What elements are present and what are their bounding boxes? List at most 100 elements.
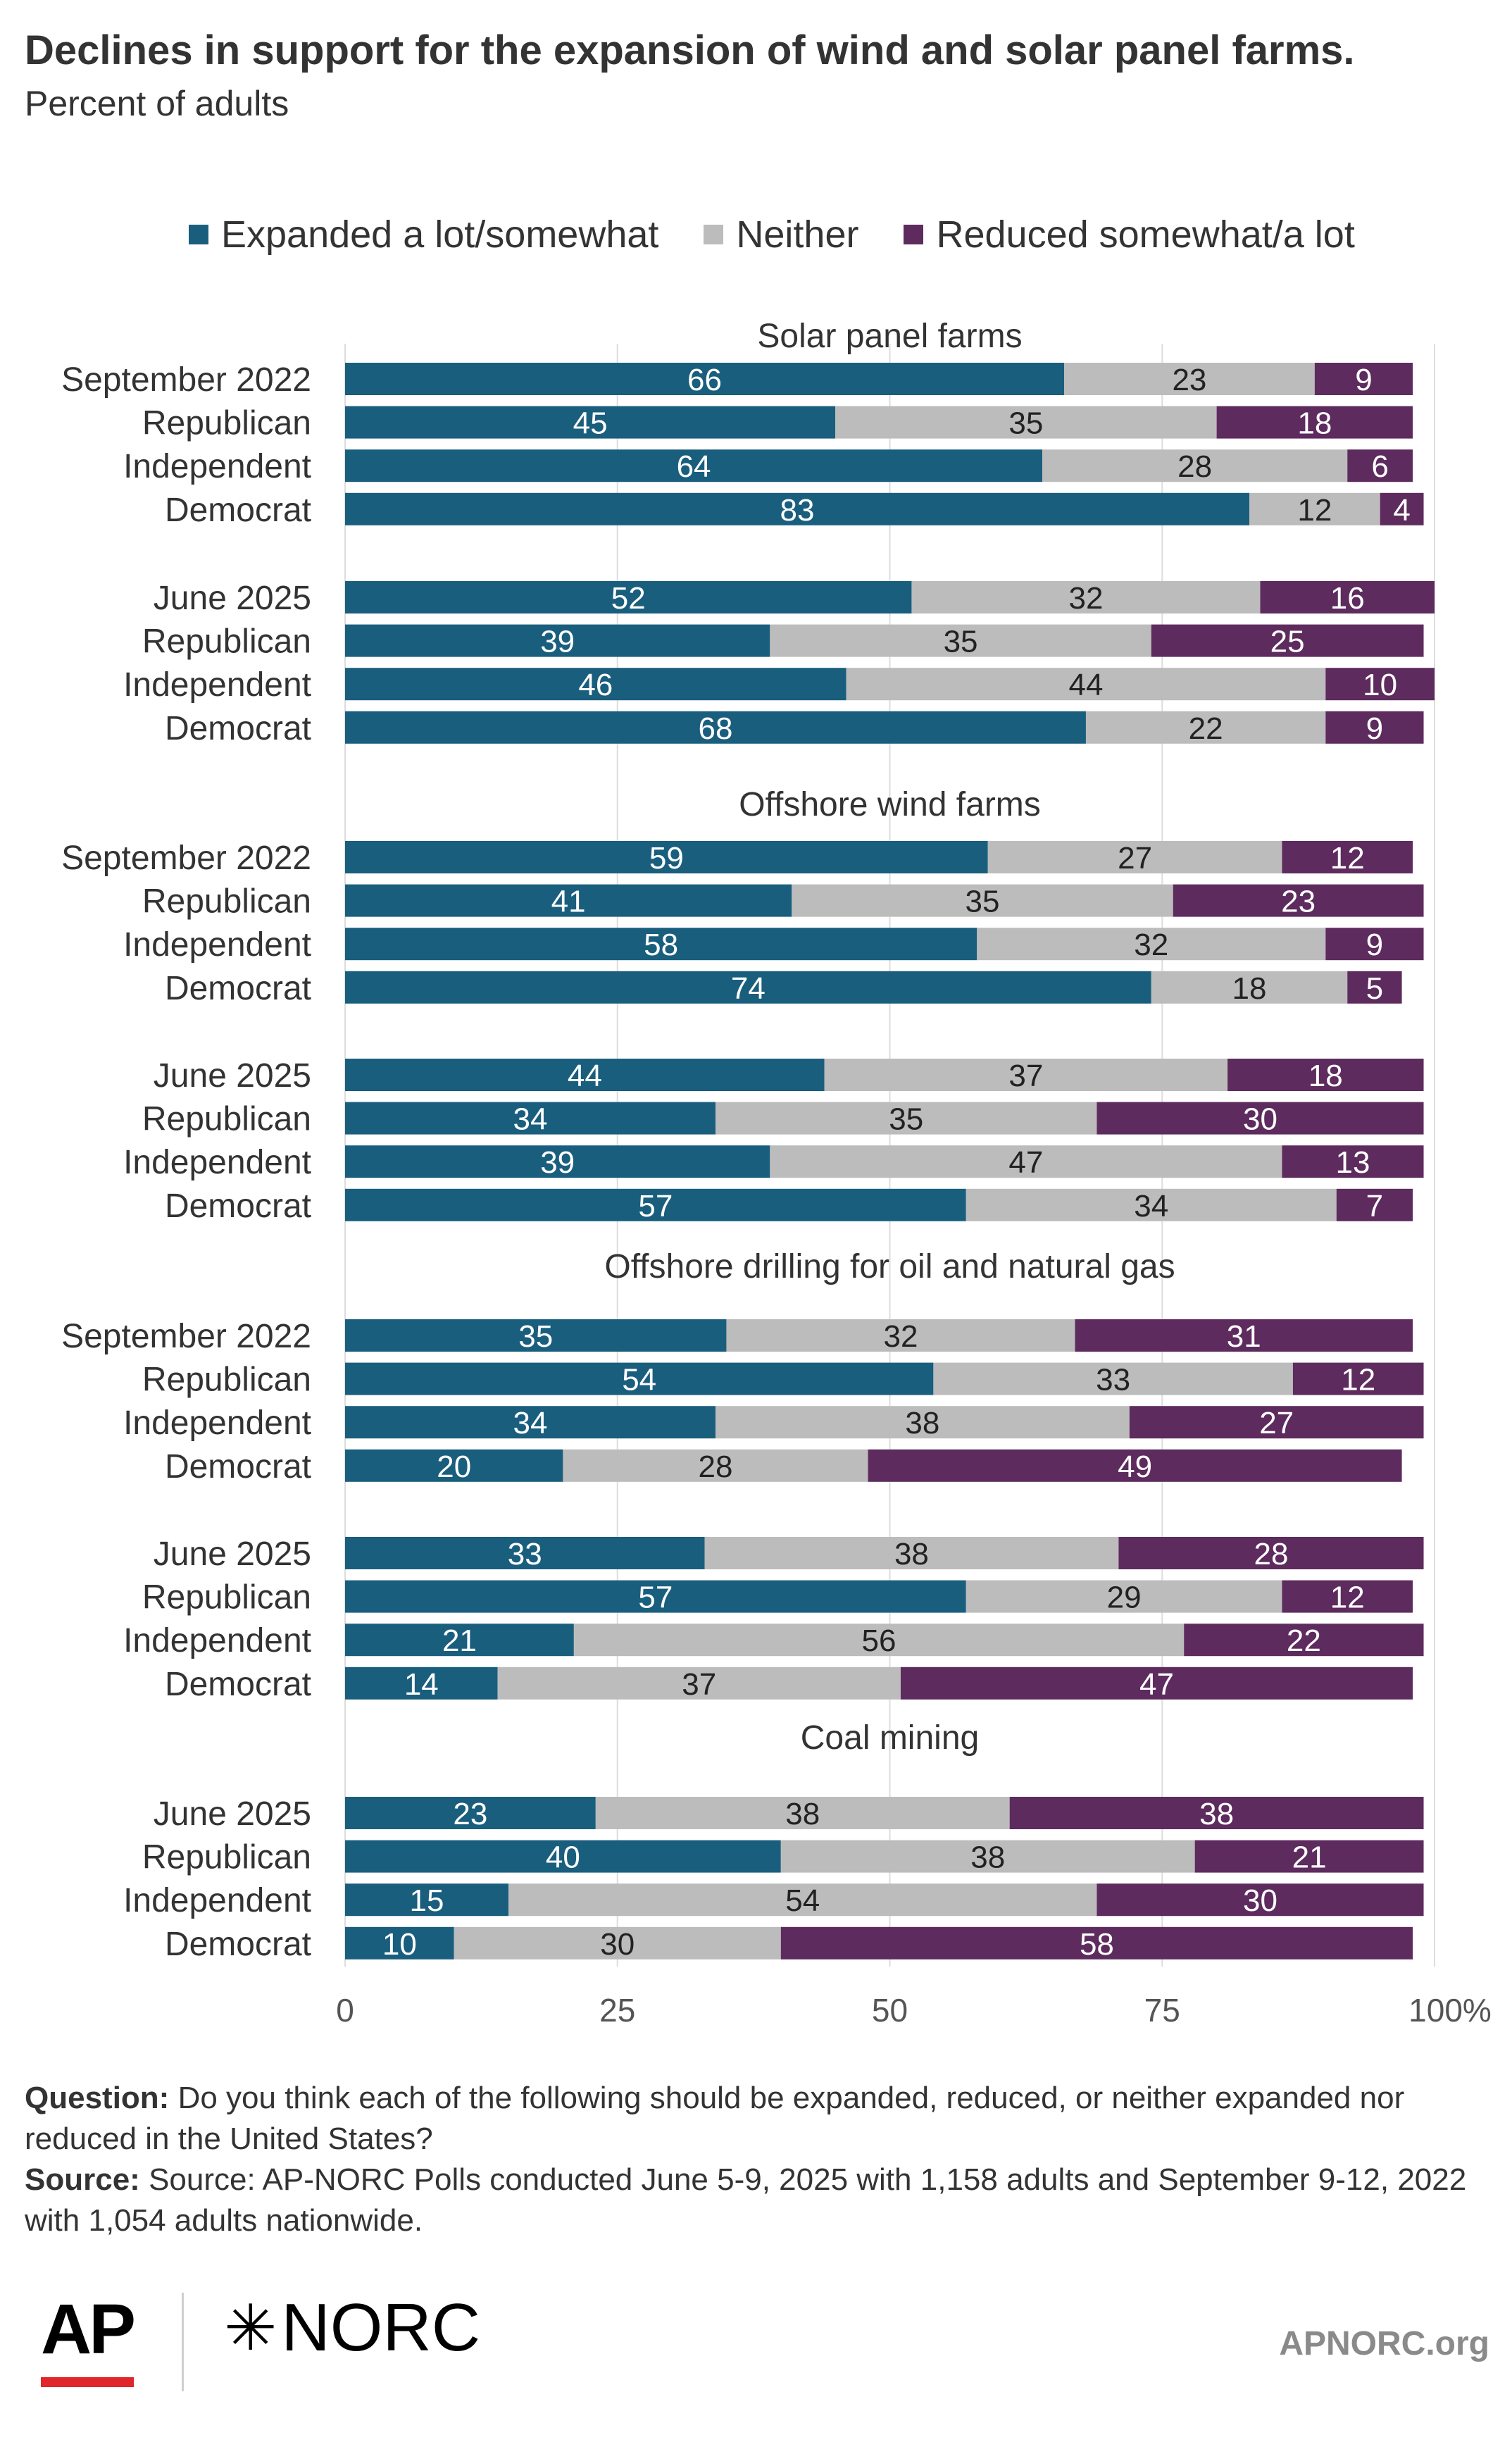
- data-label: 83: [780, 493, 815, 528]
- data-label: 47: [1008, 1145, 1043, 1180]
- data-label: 25: [1270, 625, 1305, 659]
- data-label: 44: [568, 1059, 602, 1093]
- bar-row: Independent 34 38 27: [123, 1404, 1424, 1442]
- bar-segment-neither: [987, 841, 1282, 873]
- bar-segment-reduced: [1227, 1059, 1424, 1091]
- chart-title: Declines in support for the expansion of…: [25, 27, 1355, 73]
- data-label: 20: [437, 1450, 471, 1484]
- data-label: 32: [1134, 928, 1168, 962]
- bar-segment-reduced: [1129, 1406, 1424, 1439]
- bar-segment-reduced: [1282, 841, 1413, 873]
- legend-item-neither: Neither: [704, 213, 858, 256]
- bar-row: Independent 64 28 6: [123, 448, 1413, 485]
- data-label: 66: [687, 363, 722, 397]
- bar-segment-expanded: [345, 1667, 498, 1700]
- data-label: 14: [404, 1667, 439, 1702]
- bar-segment-expanded: [345, 1059, 825, 1091]
- bar-segment-reduced: [1347, 449, 1413, 482]
- bar-row: September 2022 59 27 12: [61, 840, 1413, 877]
- data-label: 27: [1118, 841, 1152, 876]
- data-label: 23: [1172, 363, 1206, 397]
- bar-row: September 2022 35 32 31: [61, 1318, 1413, 1355]
- row-label: Independent: [123, 448, 311, 485]
- bar-segment-neither: [563, 1449, 868, 1482]
- bar-segment-expanded: [345, 1624, 574, 1657]
- bar-segment-neither: [497, 1667, 901, 1700]
- data-label: 7: [1366, 1189, 1383, 1223]
- bar-segment-reduced: [1282, 1145, 1424, 1178]
- data-label: 35: [518, 1319, 553, 1354]
- bar-segment-reduced: [1096, 1883, 1424, 1917]
- data-label: 30: [1243, 1102, 1277, 1137]
- data-label: 30: [600, 1927, 635, 1962]
- bar-row: June 2025 52 32 16: [154, 580, 1435, 617]
- data-label: 12: [1341, 1363, 1375, 1397]
- data-label: 10: [382, 1927, 417, 1962]
- data-label: 16: [1330, 581, 1365, 616]
- row-label: Republican: [142, 1579, 311, 1616]
- bar-segment-neither: [573, 1624, 1185, 1657]
- bar-segment-reduced: [1173, 884, 1424, 917]
- norc-logo-text: NORC: [281, 2290, 481, 2365]
- data-label: 10: [1363, 668, 1397, 702]
- data-label: 41: [551, 885, 586, 919]
- row-label: September 2022: [61, 840, 311, 877]
- bar-row: Independent 46 44 10: [123, 666, 1435, 704]
- bar-segment-neither: [933, 1362, 1293, 1395]
- row-label: June 2025: [154, 1795, 311, 1833]
- data-label: 21: [442, 1624, 477, 1658]
- row-label: Republican: [142, 405, 311, 442]
- bar-row: Democrat 68 22 9: [165, 710, 1424, 747]
- legend-label-reduced: Reduced somewhat/a lot: [936, 213, 1355, 256]
- bar-row: Republican 41 35 23: [142, 883, 1424, 921]
- bar-row: Democrat 20 28 49: [165, 1448, 1402, 1485]
- row-label: Independent: [123, 1404, 311, 1442]
- bar-segment-expanded: [345, 1537, 705, 1569]
- bar-segment-neither: [1064, 363, 1315, 395]
- question-note: Question: Do you think each of the follo…: [25, 2078, 1489, 2160]
- row-label: Independent: [123, 1622, 311, 1659]
- row-label: June 2025: [154, 1057, 311, 1095]
- data-label: 68: [699, 711, 733, 746]
- data-label: 38: [785, 1797, 820, 1831]
- bar-row: Republican 34 35 30: [142, 1101, 1424, 1138]
- data-label: 39: [540, 625, 575, 659]
- bar-segment-reduced: [1075, 1319, 1413, 1352]
- bar-segment-neither: [715, 1102, 1097, 1135]
- bar-segment-reduced: [1009, 1797, 1424, 1829]
- bar-segment-expanded: [345, 1926, 454, 1960]
- question-text: Do you think each of the following shoul…: [25, 2081, 1405, 2156]
- bar-segment-neither: [770, 1145, 1282, 1178]
- bar-segment-expanded: [345, 406, 836, 439]
- data-label: 59: [649, 841, 684, 876]
- data-label: 33: [1096, 1363, 1130, 1397]
- data-label: 12: [1330, 1581, 1365, 1615]
- bar-segment-expanded: [345, 884, 792, 917]
- data-label: 23: [1281, 885, 1316, 919]
- bar-segment-expanded: [345, 1883, 509, 1917]
- data-label: 28: [699, 1450, 733, 1484]
- data-label: 5: [1366, 971, 1383, 1006]
- bar-segment-neither: [1249, 492, 1380, 525]
- bar-row: Democrat 83 12 4: [165, 492, 1424, 529]
- bar-segment-reduced: [1347, 971, 1402, 1004]
- row-label: Democrat: [165, 1926, 311, 1963]
- bar-segment-expanded: [345, 668, 846, 701]
- data-label: 46: [578, 668, 613, 702]
- bar-row: Republican 57 29 12: [142, 1579, 1413, 1616]
- bar-row: Republican 40 38 21: [142, 1839, 1424, 1876]
- panel: Coal mining June 2025 23 38 38 Republican 40 38…: [123, 1719, 1424, 1963]
- bar-segment-neither: [508, 1883, 1097, 1917]
- bar-row: Democrat 57 34 7: [165, 1188, 1413, 1225]
- data-label: 47: [1139, 1667, 1174, 1702]
- bar-segment-reduced: [1336, 1188, 1413, 1221]
- data-label: 40: [546, 1840, 580, 1875]
- data-label: 18: [1232, 971, 1267, 1006]
- data-label: 35: [889, 1102, 923, 1137]
- bar-segment-reduced: [900, 1667, 1413, 1700]
- bar-segment-reduced: [1184, 1624, 1424, 1657]
- bar-segment-expanded: [345, 1145, 770, 1178]
- data-label: 54: [622, 1363, 656, 1397]
- bar-row: June 2025 23 38 38: [154, 1795, 1424, 1833]
